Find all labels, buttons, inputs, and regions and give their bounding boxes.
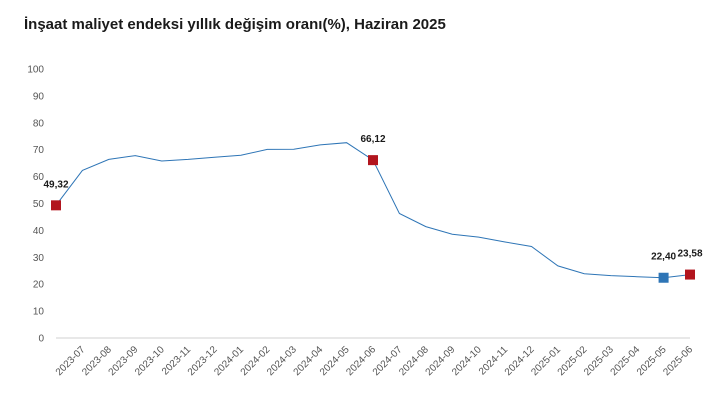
- y-tick-label: 90: [33, 91, 45, 102]
- y-axis: 0 10 20 30 40 50 60 70 80 90 100: [27, 65, 44, 345]
- y-tick-label: 40: [33, 226, 45, 237]
- data-label: 49,32: [43, 179, 68, 190]
- y-tick-label: 20: [33, 280, 45, 291]
- data-point-marker: [368, 155, 378, 166]
- y-tick-label: 60: [33, 172, 45, 183]
- y-tick-label: 10: [33, 307, 45, 318]
- x-axis: 2023-072023-082023-092023-102023-112023-…: [54, 337, 695, 378]
- y-tick-label: 30: [33, 253, 45, 264]
- y-tick-label: 80: [33, 118, 45, 129]
- y-tick-label: 0: [38, 334, 44, 345]
- data-label: 23,58: [677, 249, 702, 260]
- y-tick-label: 100: [27, 65, 44, 76]
- y-tick-label: 70: [33, 145, 45, 156]
- data-point-marker: [658, 272, 669, 283]
- data-label: 22,40: [651, 252, 676, 263]
- marker-layer: [51, 155, 695, 283]
- data-point-marker: [51, 200, 61, 211]
- y-tick-label: 50: [33, 199, 45, 210]
- data-label: 66,12: [360, 134, 385, 145]
- label-layer: 49,32 66,12 22,40 23,58: [43, 134, 702, 263]
- chart-title: İnşaat maliyet endeksi yıllık değişim or…: [24, 16, 446, 33]
- x-tick-label: 2025-06: [661, 344, 695, 378]
- data-point-marker: [685, 269, 695, 280]
